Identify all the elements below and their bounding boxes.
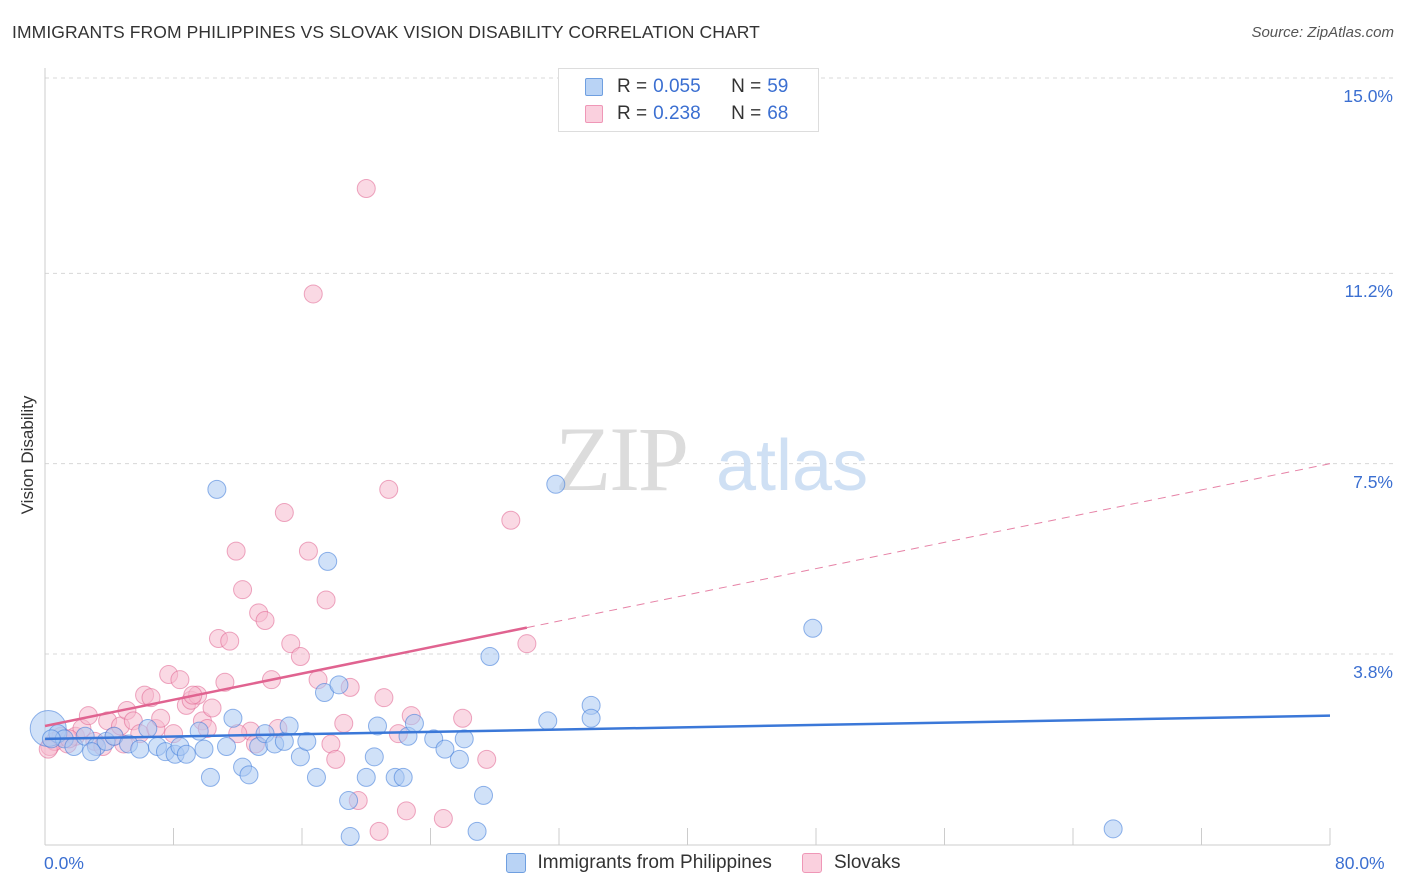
slovaks-point bbox=[151, 708, 171, 728]
philippines-point bbox=[239, 765, 259, 785]
philippines-point bbox=[546, 474, 566, 494]
philippines-point bbox=[1103, 819, 1123, 839]
slovaks-point bbox=[356, 179, 376, 199]
legend-n-label: N = bbox=[731, 103, 762, 124]
slovaks-point bbox=[290, 647, 310, 667]
watermark-zip: ZIP bbox=[555, 408, 687, 510]
legend-swatch-blue bbox=[585, 78, 603, 96]
legend-item-philippines[interactable]: Immigrants from Philippines bbox=[505, 852, 772, 874]
philippines-point bbox=[467, 821, 487, 841]
slovaks-point bbox=[396, 801, 416, 821]
slovaks-point bbox=[374, 688, 394, 708]
slovaks-point bbox=[453, 708, 473, 728]
legend-row-philippines: R = 0.055 N = 59 bbox=[585, 75, 788, 99]
slovaks-point bbox=[233, 580, 253, 600]
legend-r-label: R = bbox=[617, 76, 648, 97]
philippines-point bbox=[538, 711, 558, 731]
slovaks-point bbox=[303, 284, 323, 304]
philippines-point bbox=[393, 767, 413, 787]
trend-lines bbox=[44, 463, 1331, 741]
philippines-trend-line bbox=[44, 714, 1331, 741]
philippines-point bbox=[223, 708, 243, 728]
philippines-point bbox=[480, 647, 500, 667]
legend-r-label: R = bbox=[617, 103, 648, 124]
philippines-point bbox=[200, 767, 220, 787]
legend-label-philippines: Immigrants from Philippines bbox=[537, 852, 772, 873]
slovaks-point bbox=[316, 590, 336, 610]
slovaks-point bbox=[202, 698, 222, 718]
source-label: Source: ZipAtlas.com bbox=[1251, 24, 1394, 41]
stats-legend: R = 0.055 N = 59 R = 0.238 N = 68 bbox=[558, 68, 819, 132]
slovaks-point bbox=[433, 809, 453, 829]
philippines-point bbox=[217, 737, 237, 757]
slovaks-point bbox=[501, 510, 521, 530]
slovaks-point bbox=[274, 503, 294, 523]
gridlines bbox=[45, 77, 1395, 655]
slovaks-point bbox=[226, 541, 246, 561]
slovaks-point bbox=[281, 634, 301, 654]
philippines-point bbox=[803, 618, 823, 638]
slovaks-point bbox=[298, 541, 318, 561]
philippines-point bbox=[207, 479, 227, 499]
legend-r-value: 0.238 bbox=[653, 103, 701, 124]
philippines-point bbox=[474, 785, 494, 805]
y-tick-label: 3.8% bbox=[1353, 661, 1393, 682]
slovaks-point bbox=[369, 821, 389, 841]
philippines-point bbox=[435, 739, 455, 759]
philippines-point bbox=[194, 739, 214, 759]
philippines-point bbox=[329, 675, 349, 695]
philippines-point bbox=[364, 747, 384, 767]
slovaks-point bbox=[215, 672, 235, 692]
philippines-point bbox=[339, 791, 359, 811]
legend-item-slovaks[interactable]: Slovaks bbox=[801, 852, 901, 874]
chart-title: IMMIGRANTS FROM PHILIPPINES VS SLOVAK VI… bbox=[12, 22, 760, 42]
philippines-points bbox=[29, 474, 1123, 847]
slovaks-point bbox=[517, 634, 537, 654]
slovaks-point bbox=[255, 611, 275, 631]
slovaks-point bbox=[326, 749, 346, 769]
legend-swatch-pink bbox=[801, 853, 822, 873]
philippines-point bbox=[130, 739, 150, 759]
slovaks-point bbox=[379, 479, 399, 499]
series-legend: Immigrants from Philippines Slovaks bbox=[0, 852, 1406, 874]
philippines-point bbox=[176, 744, 196, 764]
philippines-point bbox=[297, 731, 317, 751]
slovaks-trend-extension bbox=[526, 463, 1331, 629]
watermark: ZIP atlas bbox=[555, 408, 868, 510]
slovaks-point bbox=[334, 713, 354, 733]
x-tick-label-max: 80.0% bbox=[1335, 853, 1385, 873]
philippines-point bbox=[279, 716, 299, 736]
slovaks-point bbox=[477, 749, 497, 769]
y-tick-label: 15.0% bbox=[1343, 85, 1393, 106]
slovaks-point bbox=[170, 670, 190, 690]
legend-n-label: N = bbox=[731, 76, 762, 97]
legend-swatch-pink bbox=[585, 105, 603, 123]
legend-label-slovaks: Slovaks bbox=[833, 852, 901, 873]
slovaks-point bbox=[220, 631, 240, 651]
x-tick-label-min: 0.0% bbox=[44, 853, 84, 873]
philippines-point bbox=[454, 729, 474, 749]
philippines-point bbox=[367, 716, 387, 736]
philippines-point bbox=[138, 719, 158, 739]
philippines-point bbox=[318, 551, 338, 571]
philippines-point bbox=[356, 767, 376, 787]
legend-n-value: 68 bbox=[767, 103, 789, 124]
watermark-atlas: atlas bbox=[716, 426, 868, 506]
philippines-point bbox=[404, 713, 424, 733]
philippines-point bbox=[340, 827, 360, 847]
legend-n-value: 59 bbox=[767, 76, 789, 97]
philippines-point bbox=[581, 708, 601, 728]
y-tick-label: 11.2% bbox=[1344, 281, 1393, 302]
slovaks-trend-line bbox=[44, 626, 528, 728]
philippines-point bbox=[82, 742, 102, 762]
legend-r-value: 0.055 bbox=[653, 76, 701, 97]
philippines-point bbox=[306, 767, 326, 787]
philippines-point bbox=[449, 749, 469, 769]
legend-row-slovaks: R = 0.238 N = 68 bbox=[585, 102, 788, 126]
y-tick-label: 7.5% bbox=[1353, 471, 1393, 492]
legend-swatch-blue bbox=[505, 853, 526, 873]
